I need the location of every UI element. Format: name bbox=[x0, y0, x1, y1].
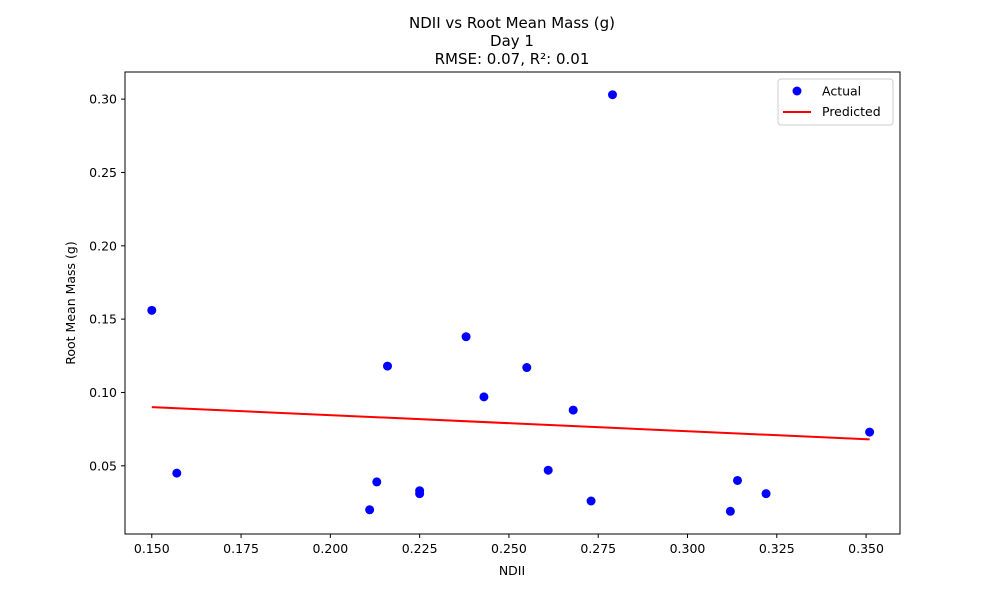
y-tick-label: 0.25 bbox=[89, 165, 117, 180]
chart-title-line-2: Day 1 bbox=[490, 32, 534, 50]
y-tick-label: 0.05 bbox=[89, 458, 117, 473]
data-point-actual-18 bbox=[865, 427, 875, 437]
y-tick-label: 0.30 bbox=[89, 92, 117, 107]
data-point-actual-4 bbox=[372, 477, 382, 487]
y-tick-label: 0.15 bbox=[89, 312, 117, 327]
plot-frame bbox=[124, 71, 901, 535]
data-point-actual-14 bbox=[608, 90, 617, 100]
x-axis: 0.150 0.175 0.200 0.225 0.250 0.275 0.300 0.325… bbox=[134, 534, 884, 556]
x-axis-label: NDII bbox=[499, 563, 525, 578]
data-point-actual-8 bbox=[461, 332, 471, 342]
data-point-actual-15 bbox=[725, 506, 735, 516]
data-point-actual-12 bbox=[568, 405, 578, 415]
data-point-actual-17 bbox=[761, 489, 771, 499]
chart-title-line-1: NDII vs Root Mean Mass (g) bbox=[409, 14, 615, 32]
legend-marker-actual bbox=[792, 86, 802, 96]
legend-label-actual: Actual bbox=[822, 84, 861, 99]
data-point-actual-10 bbox=[522, 363, 532, 373]
data-point-actual-9 bbox=[479, 392, 489, 402]
y-axis-label: Root Mean Mass (g) bbox=[63, 241, 78, 364]
data-point-actual-1 bbox=[147, 305, 157, 315]
plot-area bbox=[147, 90, 875, 516]
y-tick-label: 0.10 bbox=[89, 385, 117, 400]
data-point-actual-5 bbox=[383, 361, 392, 371]
x-tick-label: 0.200 bbox=[312, 541, 348, 556]
y-tick-label: 0.20 bbox=[89, 238, 117, 253]
x-tick-label: 0.275 bbox=[580, 541, 616, 556]
x-tick-label: 0.175 bbox=[223, 541, 259, 556]
data-point-actual-13 bbox=[586, 496, 596, 506]
x-tick-label: 0.150 bbox=[134, 541, 170, 556]
chart-title-line-3: RMSE: 0.07, R²: 0.01 bbox=[435, 50, 590, 68]
y-axis: 0.05 0.10 0.15 0.20 0.25 0.30 bbox=[89, 92, 125, 473]
x-tick-label: 0.250 bbox=[491, 541, 527, 556]
legend-box bbox=[777, 78, 894, 126]
legend: Actual Predicted bbox=[777, 78, 894, 126]
data-point-actual-2 bbox=[172, 468, 182, 478]
data-point-actual-3 bbox=[365, 505, 375, 515]
x-tick-label: 0.300 bbox=[670, 541, 706, 556]
predicted-line bbox=[151, 406, 870, 441]
data-point-actual-7 bbox=[415, 489, 425, 499]
x-tick-label: 0.225 bbox=[402, 541, 438, 556]
legend-label-predicted: Predicted bbox=[822, 104, 881, 119]
x-tick-label: 0.325 bbox=[759, 541, 795, 556]
data-point-actual-16 bbox=[733, 475, 742, 485]
x-tick-label: 0.350 bbox=[848, 541, 884, 556]
data-point-actual-11 bbox=[543, 465, 553, 475]
